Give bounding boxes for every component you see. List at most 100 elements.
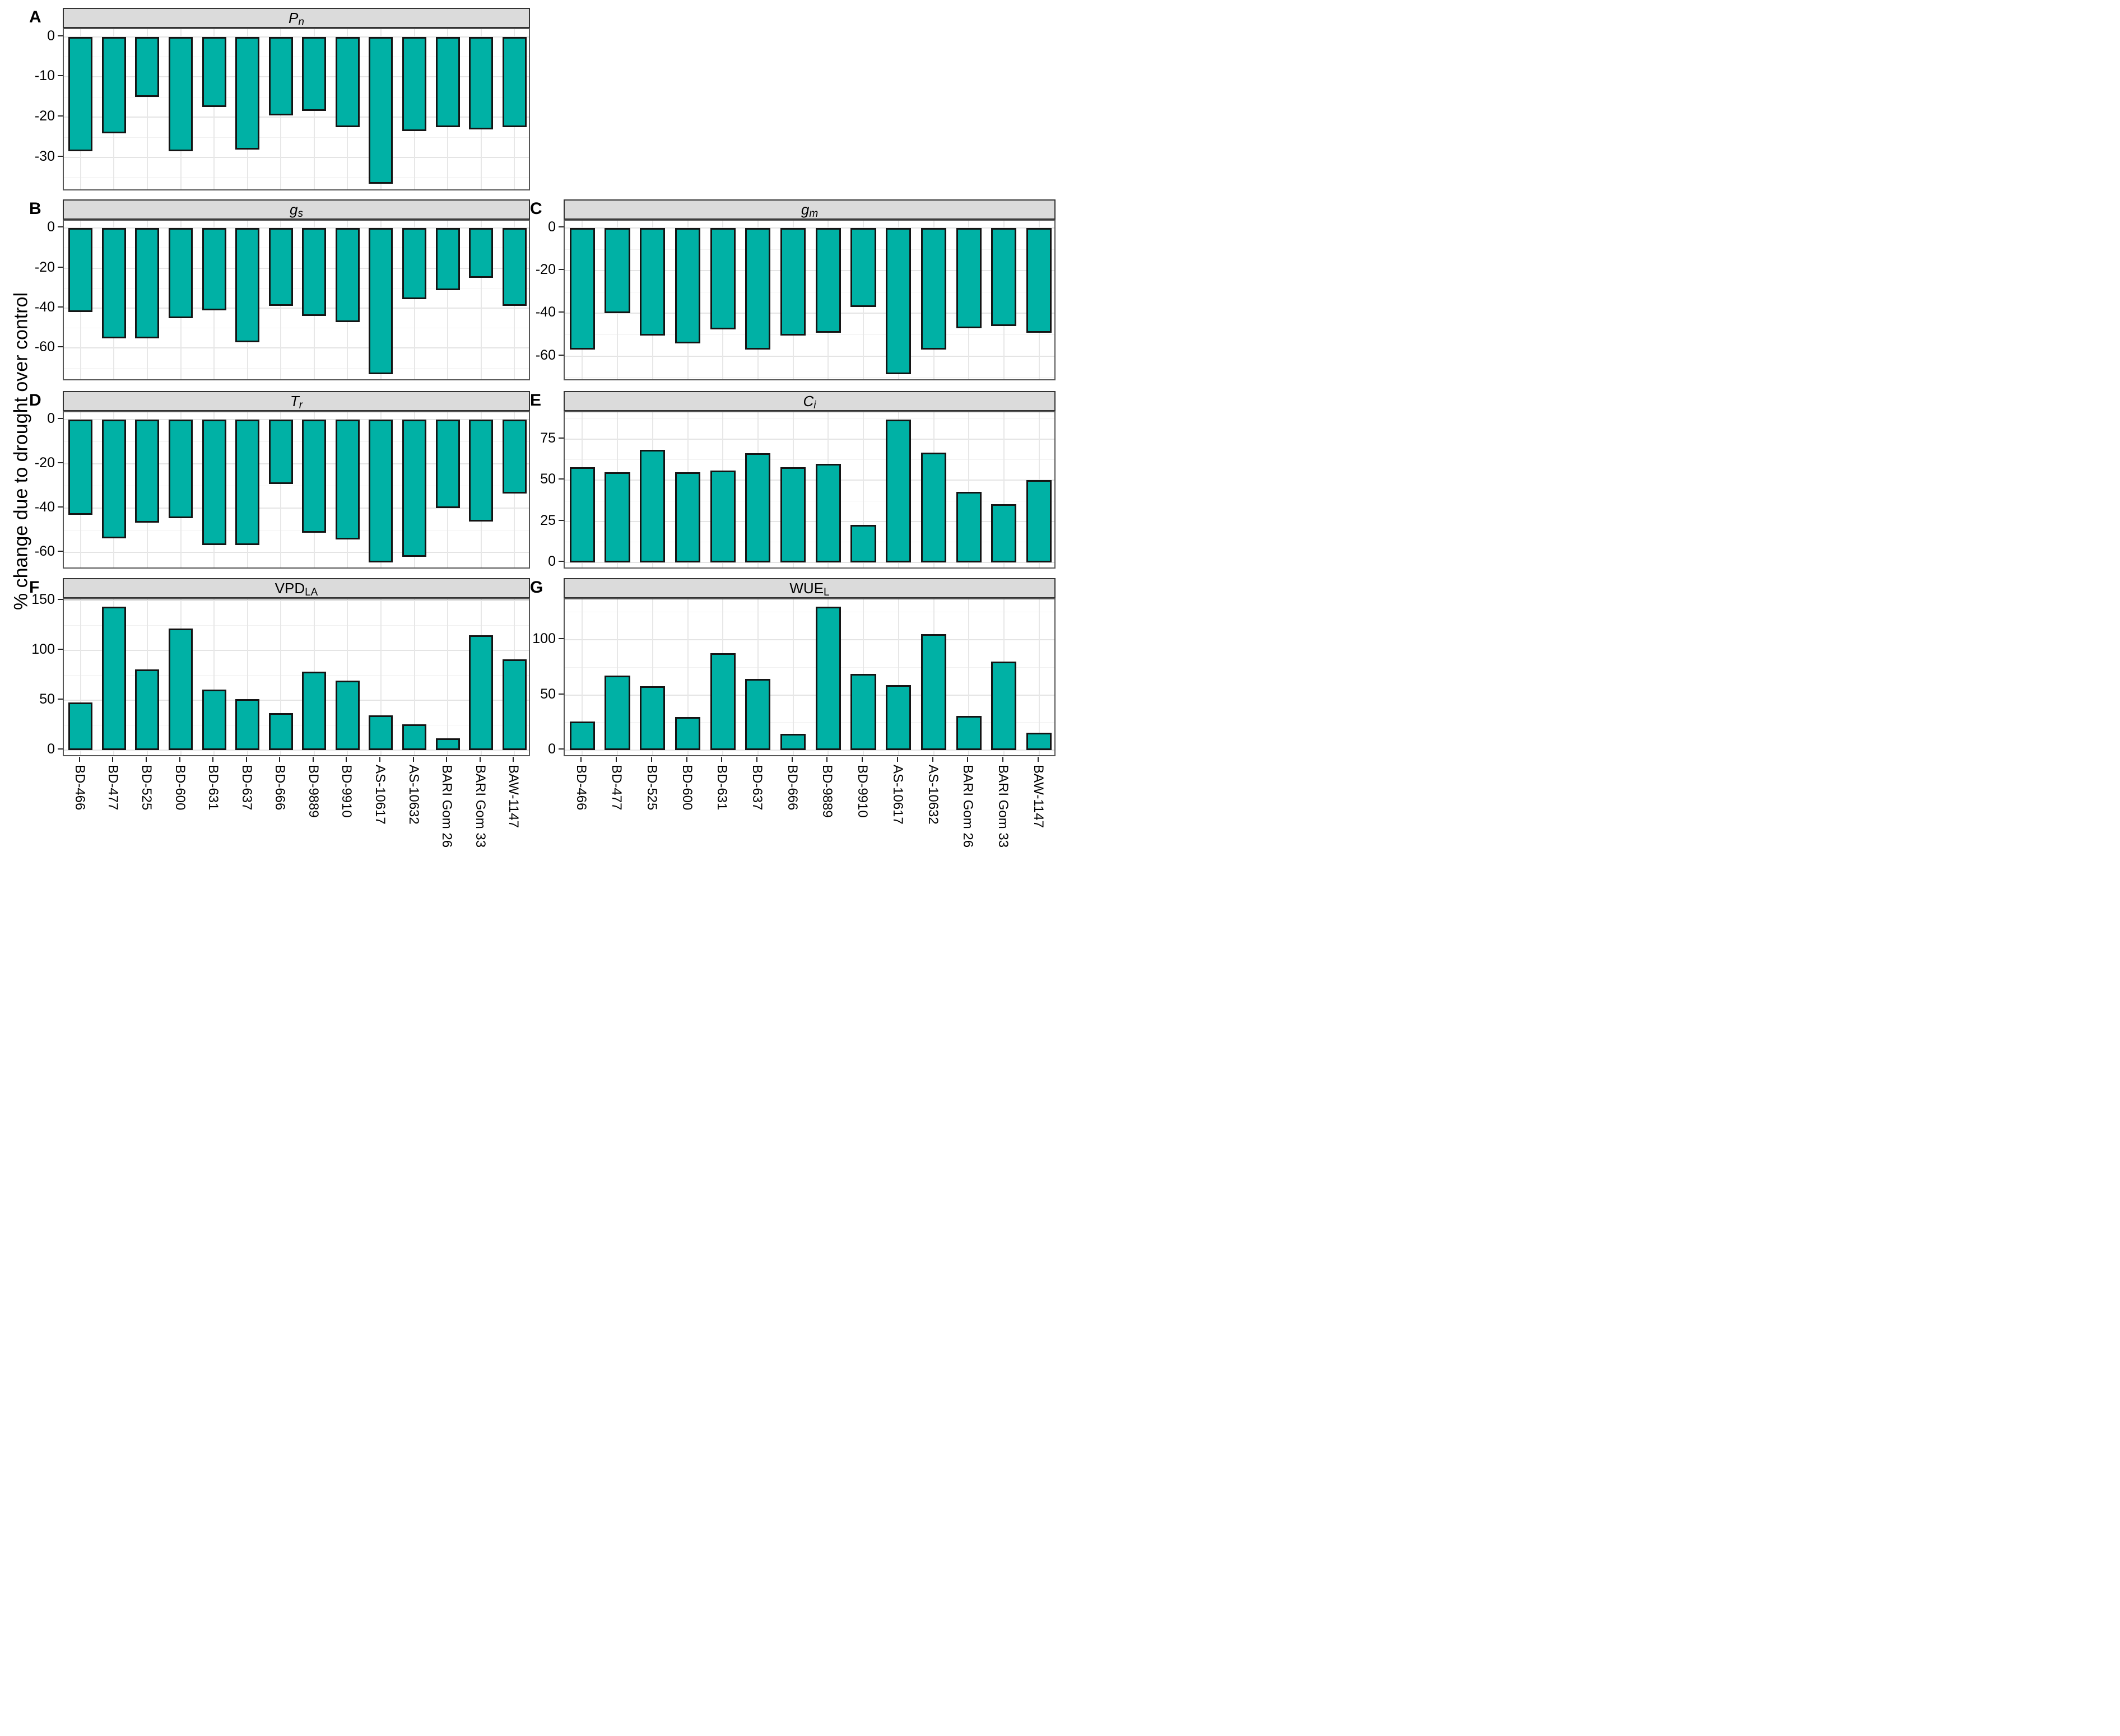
bar-AS-10617 [886,227,912,375]
x-tick-label: BD-477 [105,765,121,811]
bar-BD-666 [268,228,293,306]
y-tick-mark [559,269,564,271]
y-tick-mark [58,346,63,348]
gridline-v-major [863,412,864,567]
x-tick-label: AS-10632 [925,765,941,825]
bar-BD-637 [745,453,771,563]
y-tick-label: -20 [34,454,55,471]
x-tick-label: BD-666 [784,765,800,811]
bar-BD-9910 [850,524,876,563]
gridline-h-major [64,463,529,464]
gridline-v-major [1038,599,1040,755]
gridline-h-major [64,156,529,158]
y-tick-label: 75 [540,430,556,446]
bar-BD-637 [745,678,771,751]
y-tick-label: -20 [34,259,55,275]
bar-BD-466 [569,227,595,350]
gridline-h-major [565,480,1054,481]
bar-BD-631 [710,470,736,563]
bar-BD-600 [675,227,701,343]
x-tick-mark [179,757,180,762]
bar-BARI Gom 26 [435,228,460,290]
x-tick-label: BD-631 [714,765,730,811]
y-tick-label: 0 [47,219,55,235]
gridline-h-major [64,117,529,118]
bar-BD-600 [169,628,193,751]
gridline-h-major [565,355,1054,357]
bar-BD-637 [235,228,260,342]
bar-BD-525 [135,419,160,523]
bar-BARI Gom 26 [956,227,982,329]
bar-BARI Gom 26 [435,738,460,751]
gridline-h-major [64,552,529,553]
y-tick-mark [58,699,63,700]
x-tick-label: BAW-1147 [506,765,522,828]
gridline-h-major [64,508,529,509]
x-tick-mark [412,757,414,762]
bar-BD-637 [235,419,260,545]
bar-BARI Gom 26 [956,491,982,563]
gridline-v-major [347,599,348,755]
gridline-h-minor [565,418,1054,419]
bar-BAW-1147 [502,228,527,306]
gridline-v-major [968,412,970,567]
y-tick-mark [559,311,564,313]
y-tick-mark [559,438,564,439]
x-tick-label: BD-525 [138,765,154,811]
bar-BD-666 [268,36,293,115]
strip-title-main: g [290,201,298,218]
y-tick-mark [58,462,63,463]
x-tick-mark [446,757,448,762]
bar-BARI Gom 26 [435,36,460,128]
gridline-h-minor [565,249,1054,250]
bar-AS-10617 [886,419,912,563]
strip-title-sub: n [298,16,304,28]
gridline-v-major [213,29,215,189]
bar-BD-600 [169,228,193,318]
x-tick-label: AS-10617 [372,765,388,825]
y-tick-mark [559,478,564,480]
y-tick-label: -40 [34,299,55,315]
facet-strip-F: VPD LA [63,578,530,598]
x-tick-mark [686,757,687,762]
x-tick-label: BD-9889 [820,765,835,818]
x-tick-mark [1037,757,1039,762]
bar-BD-9889 [302,228,327,317]
gridline-h-major [64,347,529,349]
strip-title-main: g [801,201,810,218]
x-tick-label: BD-9889 [305,765,321,818]
gridline-v-major [380,599,382,755]
bar-BD-666 [268,419,293,484]
plot-area-C [564,220,1056,380]
y-tick-label: 0 [47,741,55,757]
gridline-v-major [792,599,794,755]
plot-area-A [63,28,530,190]
gridline-v-major [968,599,970,755]
bar-BD-9889 [815,227,841,333]
bar-BARI Gom 33 [991,227,1017,327]
gridline-v-major [447,599,449,755]
bar-BD-9889 [815,464,841,563]
y-tick-label: -40 [535,304,556,320]
gridline-h-minor [64,625,529,626]
gridline-h-major [64,307,529,309]
x-tick-mark [580,757,582,762]
gridline-h-minor [565,667,1054,668]
bar-BD-9910 [850,227,876,307]
bar-BD-666 [780,227,806,336]
bar-AS-10632 [402,36,426,132]
gridline-v-major [480,221,482,379]
strip-title-sub: m [809,207,819,220]
y-tick-label: -40 [34,499,55,515]
bar-BAW-1147 [1026,227,1052,333]
y-tick-label: 50 [39,691,55,708]
bar-BD-9910 [335,419,360,539]
bar-BD-525 [135,228,160,338]
y-tick-mark [559,226,564,227]
bar-BD-631 [202,419,226,545]
gridline-h-minor [64,367,529,369]
y-tick-label: -60 [34,339,55,355]
x-tick-label: BD-600 [172,765,188,811]
